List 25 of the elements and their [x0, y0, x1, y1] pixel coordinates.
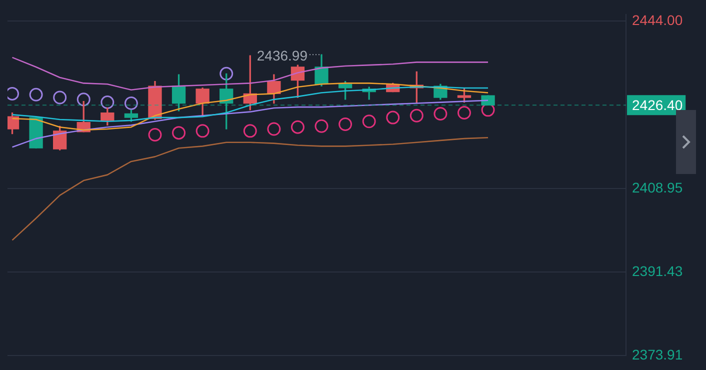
point: [148, 128, 162, 142]
point: [29, 88, 43, 102]
point: [220, 66, 234, 80]
point: [338, 117, 352, 131]
ref-line-label: 2426.40: [632, 97, 683, 114]
point: [362, 114, 376, 128]
y-tick-label: 2408.95: [632, 179, 683, 196]
point: [457, 106, 471, 120]
point: [100, 96, 114, 110]
point: [243, 124, 257, 138]
point: [53, 90, 67, 104]
point: [124, 96, 138, 110]
point: [196, 124, 210, 138]
point: [434, 106, 448, 120]
point: [267, 122, 281, 136]
point: [386, 110, 400, 124]
point: [410, 108, 424, 122]
annotation: 2436.99: [256, 47, 308, 64]
y-tick-label: 2391.43: [632, 262, 683, 279]
point: [172, 126, 186, 140]
point: [314, 119, 328, 133]
point: [290, 120, 304, 134]
point: [76, 92, 90, 106]
y-tick-label: 2444.00: [632, 12, 683, 28]
y-tick-label: 2373.91: [632, 346, 683, 362]
